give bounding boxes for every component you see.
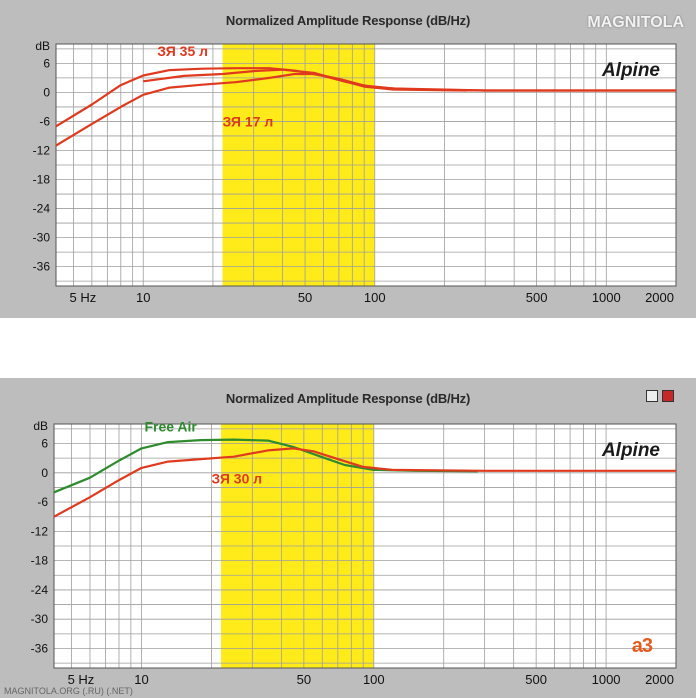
y-tick-label: 6: [43, 56, 50, 70]
y-tick-label: -30: [31, 612, 49, 626]
y-axis-label: dB: [35, 39, 50, 53]
x-tick-label: 1000: [592, 672, 621, 687]
x-tick-label: 50: [297, 672, 311, 687]
series-line: [143, 68, 467, 92]
x-tick-label: 10: [134, 672, 148, 687]
close-icon[interactable]: [662, 390, 674, 402]
chart-panel-bottom: Normalized Amplitude Response (dB/Hz) dB…: [0, 378, 696, 698]
x-tick-label: 500: [525, 672, 547, 687]
chart-panel-top: Normalized Amplitude Response (dB/Hz) MA…: [0, 0, 696, 318]
x-tick-label: 2000: [645, 672, 674, 687]
series-line: [53, 438, 478, 494]
y-tick-label: -12: [33, 143, 51, 157]
y-tick-label: -36: [33, 260, 51, 274]
y-tick-label: -36: [31, 641, 49, 655]
x-tick-label: 100: [364, 290, 386, 305]
y-tick-label: -24: [31, 583, 49, 597]
x-tick-label: 5 Hz: [68, 672, 95, 687]
brand-label: Alpine: [601, 60, 660, 81]
print-icon[interactable]: [646, 390, 658, 402]
x-tick-label: 5 Hz: [70, 290, 97, 305]
x-tick-label: 2000: [645, 290, 674, 305]
plot-border: [53, 423, 677, 669]
amplitude-chart-bottom: dB 6 0 -6 -12 -18 -24 -30 -36 5 Hz 10 50 100 500 1000 2…: [31, 418, 677, 687]
x-tick-label: 10: [136, 290, 150, 305]
series-label: ЗЯ 17 л: [223, 113, 274, 129]
plot-border: [55, 43, 677, 287]
chart-title: Normalized Amplitude Response (dB/Hz): [225, 391, 471, 406]
y-tick-label: -30: [33, 231, 51, 245]
amplitude-chart-top: dB 6 0 -6 -12 -18 -24 -30 -36 5 Hz 10 50 100 500 1000 2…: [33, 39, 677, 305]
y-axis-label: dB: [33, 419, 48, 433]
y-tick-label: -6: [37, 495, 48, 509]
brand-label: Alpine: [601, 440, 660, 461]
y-tick-label: -18: [33, 173, 51, 187]
series-label: Free Air: [144, 418, 197, 434]
y-tick-label: -18: [31, 554, 49, 568]
y-tick-label: 0: [43, 85, 50, 99]
y-tick-label: -12: [31, 524, 49, 538]
x-tick-label: 100: [363, 672, 385, 687]
x-tick-label: 1000: [592, 290, 621, 305]
y-tick-label: 0: [41, 466, 48, 480]
x-tick-label: 50: [298, 290, 312, 305]
series-label: ЗЯ 30 л: [211, 471, 262, 487]
series-label: ЗЯ 35 л: [157, 43, 208, 59]
x-tick-label: 500: [526, 290, 548, 305]
series-line: [53, 447, 676, 518]
a3-logo: a3: [631, 635, 653, 657]
footer-credit: MAGNITOLA.ORG (.RU) (.NET): [4, 686, 133, 696]
watermark: MAGNITOLA: [587, 14, 684, 31]
chart-title: Normalized Amplitude Response (dB/Hz): [225, 13, 471, 28]
y-tick-label: -24: [33, 202, 51, 216]
y-tick-label: -6: [39, 114, 50, 128]
y-tick-label: 6: [41, 437, 48, 451]
window-icons: [646, 390, 674, 402]
